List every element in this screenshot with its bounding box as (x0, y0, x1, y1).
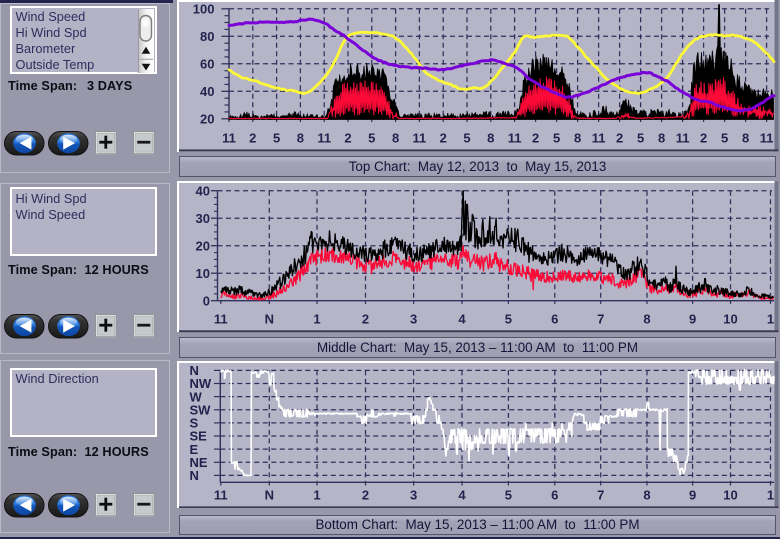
svg-text:6: 6 (551, 488, 558, 503)
svg-text:5: 5 (637, 131, 644, 146)
svg-text:11: 11 (592, 131, 606, 146)
svg-text:3: 3 (410, 488, 417, 503)
svg-text:6: 6 (551, 312, 558, 327)
svg-text:100: 100 (193, 2, 215, 17)
svg-text:N: N (190, 363, 199, 378)
svg-text:1: 1 (767, 312, 774, 327)
svg-text:SW: SW (190, 403, 212, 418)
svg-text:80: 80 (200, 29, 214, 44)
svg-text:N: N (265, 488, 274, 503)
svg-text:E: E (190, 442, 199, 457)
svg-text:W: W (190, 389, 203, 404)
svg-text:7: 7 (597, 312, 604, 327)
svg-text:5: 5 (368, 131, 375, 146)
svg-text:8: 8 (392, 131, 399, 146)
svg-text:2: 2 (616, 131, 623, 146)
svg-text:11: 11 (413, 131, 427, 146)
svg-text:2: 2 (249, 131, 256, 146)
svg-text:2: 2 (700, 131, 707, 146)
svg-text:60: 60 (200, 57, 214, 72)
svg-text:2: 2 (344, 131, 351, 146)
svg-text:11: 11 (214, 488, 228, 503)
svg-text:7: 7 (597, 488, 604, 503)
svg-text:20: 20 (200, 112, 214, 127)
svg-text:8: 8 (574, 131, 581, 146)
svg-text:S: S (190, 416, 199, 431)
svg-text:2: 2 (362, 488, 369, 503)
svg-text:N: N (190, 468, 199, 483)
svg-text:11: 11 (676, 131, 690, 146)
svg-text:11: 11 (508, 131, 522, 146)
svg-text:2: 2 (440, 131, 447, 146)
svg-text:2: 2 (362, 312, 369, 327)
svg-text:4: 4 (458, 488, 466, 503)
svg-text:11: 11 (214, 312, 228, 327)
svg-text:NW: NW (190, 376, 212, 391)
svg-text:2: 2 (532, 131, 539, 146)
svg-text:11: 11 (760, 131, 774, 146)
svg-text:8: 8 (658, 131, 665, 146)
svg-text:3: 3 (410, 312, 417, 327)
svg-text:1: 1 (767, 488, 774, 503)
svg-text:1: 1 (313, 488, 320, 503)
svg-text:9: 9 (689, 312, 696, 327)
svg-text:1: 1 (313, 312, 320, 327)
svg-text:9: 9 (689, 488, 696, 503)
svg-text:4: 4 (458, 312, 466, 327)
svg-text:5: 5 (463, 131, 470, 146)
svg-text:SE: SE (190, 429, 208, 444)
svg-text:5: 5 (505, 488, 512, 503)
svg-text:8: 8 (742, 131, 749, 146)
svg-text:5: 5 (721, 131, 728, 146)
svg-text:10: 10 (723, 312, 737, 327)
svg-text:5: 5 (553, 131, 560, 146)
svg-text:20: 20 (196, 238, 210, 253)
svg-text:11: 11 (317, 131, 331, 146)
svg-text:5: 5 (505, 312, 512, 327)
svg-text:N: N (265, 312, 274, 327)
svg-text:8: 8 (487, 131, 494, 146)
svg-text:8: 8 (643, 488, 650, 503)
svg-text:10: 10 (196, 266, 210, 281)
svg-text:40: 40 (196, 183, 210, 198)
svg-text:8: 8 (297, 131, 304, 146)
svg-text:40: 40 (200, 84, 214, 99)
svg-text:NE: NE (190, 455, 208, 470)
svg-text:0: 0 (203, 293, 210, 308)
svg-text:30: 30 (196, 211, 210, 226)
svg-text:11: 11 (222, 131, 236, 146)
svg-text:5: 5 (273, 131, 280, 146)
svg-text:10: 10 (723, 488, 737, 503)
svg-text:8: 8 (643, 312, 650, 327)
